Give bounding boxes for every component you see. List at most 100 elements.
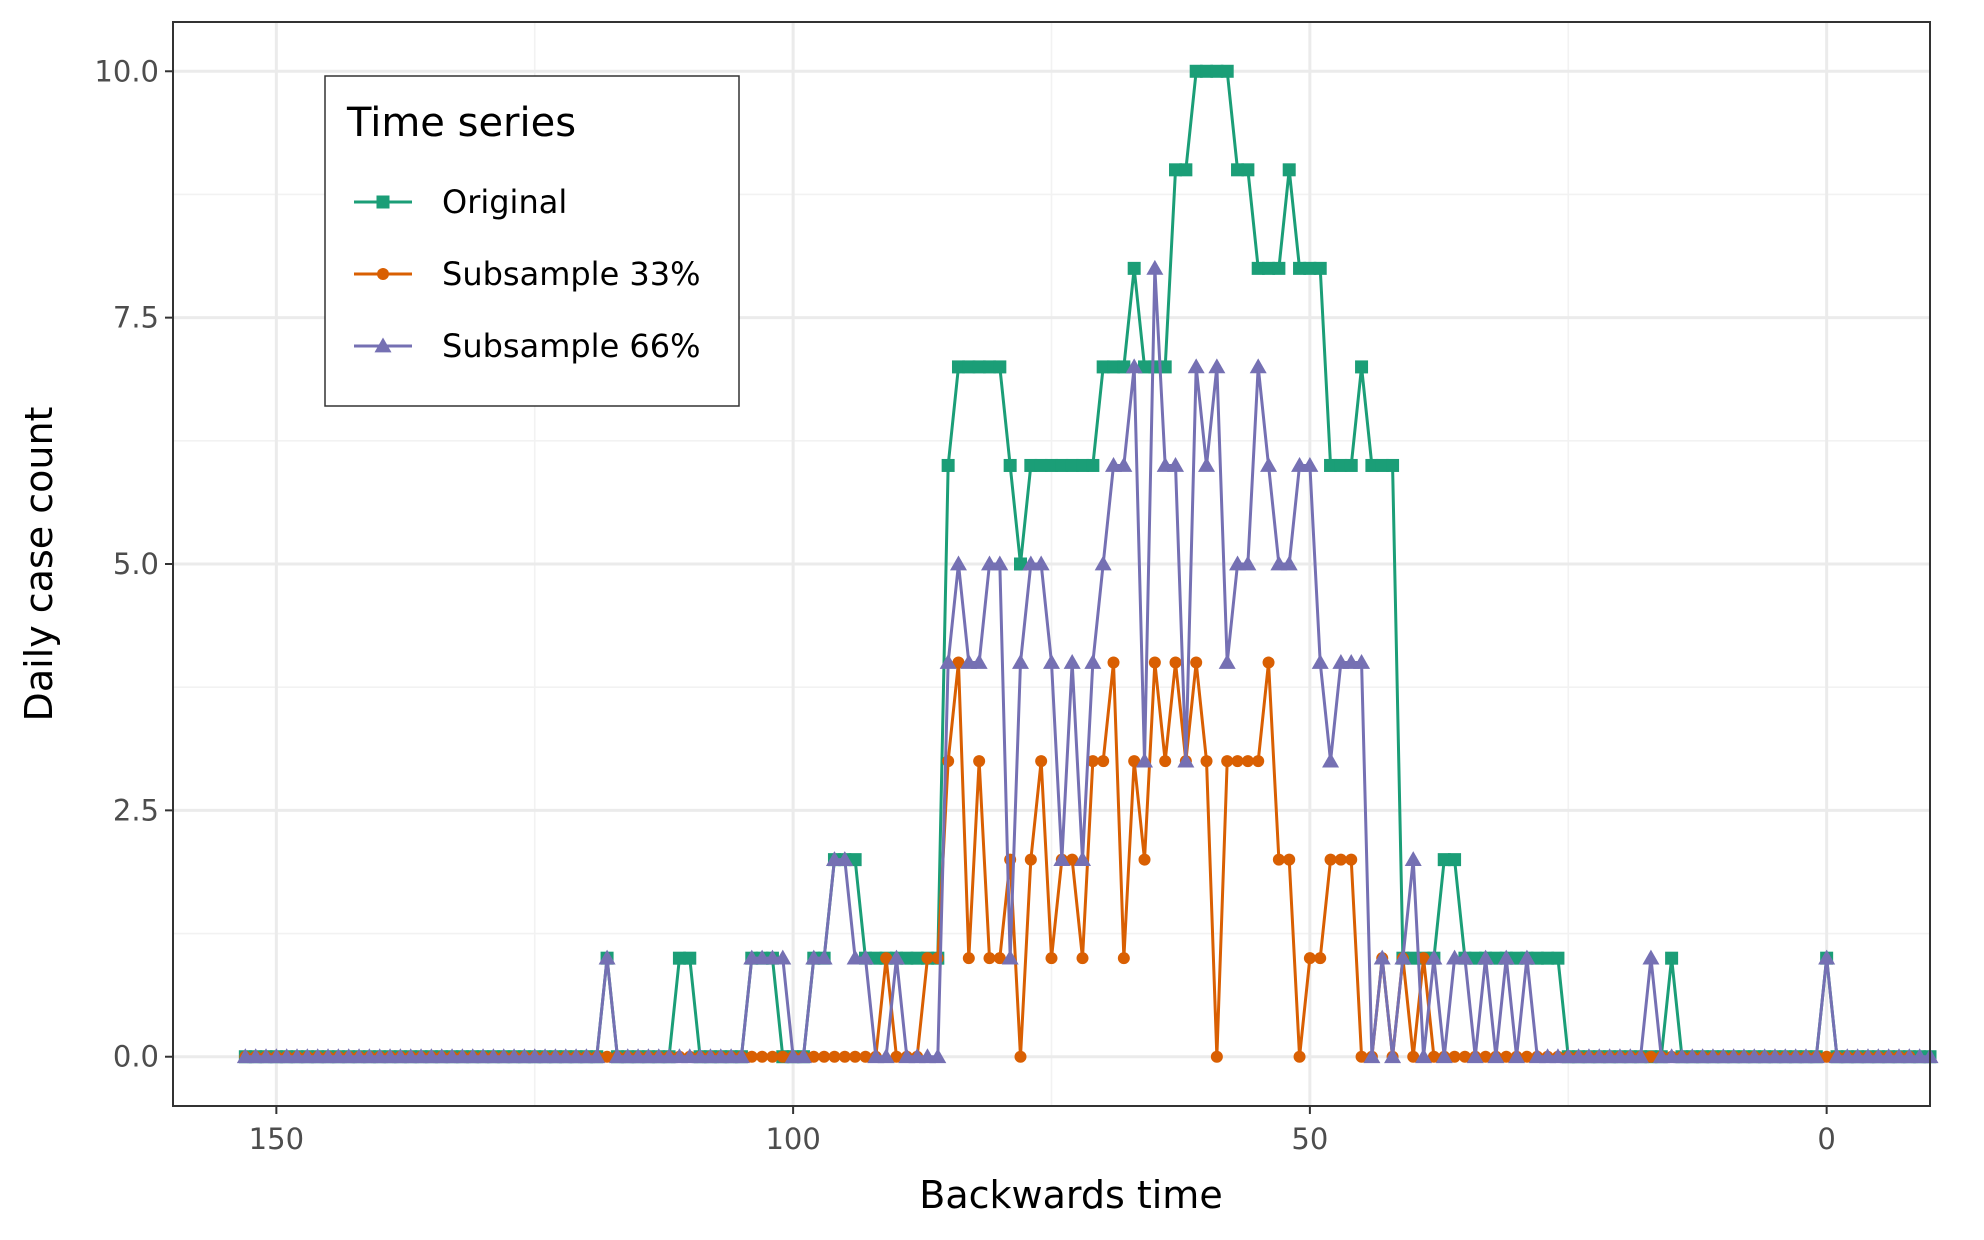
data-point [970,654,988,669]
data-point [1500,1050,1513,1063]
data-point [1334,458,1348,472]
data-point [1344,458,1358,472]
data-point [1394,949,1412,965]
data-point [1375,458,1389,472]
data-point [939,654,957,669]
y-tick-label: 5.0 [113,547,159,581]
data-point [807,1050,820,1063]
data-point [1136,752,1154,768]
data-point [890,1050,903,1063]
data-point [1086,755,1099,768]
data-point [1334,853,1347,866]
data-point [1138,360,1152,374]
data-point [1128,755,1141,768]
data-point [1210,1050,1223,1063]
data-point [1187,358,1205,374]
data-point [1632,1048,1650,1064]
data-point [1032,555,1050,571]
data-point [951,360,965,374]
x-tick-label: 50 [1291,1122,1328,1156]
data-point [1262,656,1275,669]
data-point [1313,261,1327,275]
y-tick-label: 10.0 [94,54,159,88]
data-point [993,360,1007,374]
data-point [1520,1050,1533,1063]
data-point [1148,656,1161,669]
data-point [962,360,976,374]
legend-key-marker [377,268,389,280]
data-point [1283,853,1296,866]
data-point [931,952,944,965]
data-point [1024,458,1038,472]
x-tick-label: 100 [765,1122,820,1156]
data-point [1404,851,1422,867]
data-point [1249,358,1267,374]
legend: Time series Original Subsample 33% Subsamp… [324,75,740,407]
data-point [1011,654,1029,669]
data-point [1045,952,1058,965]
x-tick-label: 150 [249,1122,304,1156]
data-point [1435,1048,1453,1064]
data-point [1167,456,1185,472]
data-point [949,555,967,571]
data-point [1355,1050,1368,1063]
y-axis-title: Daily case count [17,407,61,722]
data-point [776,1050,789,1063]
y-tick-label: 2.5 [113,793,159,827]
data-point [900,951,914,965]
data-point [1301,456,1319,472]
data-point [1107,656,1120,669]
data-point [1231,163,1245,177]
series-layer [236,64,1939,1064]
data-point [732,1048,750,1064]
data-point [1117,952,1130,965]
data-point [1282,163,1296,177]
data-point [836,851,854,867]
data-point [1208,358,1226,374]
data-point [1158,360,1172,374]
legend-item-subsample-33: Subsample 33% [354,255,701,293]
y-tick-label: 7.5 [113,301,159,335]
data-point [1642,949,1660,965]
data-point [794,1048,812,1064]
x-tick-label: 0 [1817,1122,1835,1156]
data-point [1076,952,1089,965]
data-point [1239,555,1257,571]
legend-items: Original Subsample 33% Subsample 66% [354,183,701,365]
data-point [1468,951,1482,965]
data-point [1252,755,1265,768]
data-point [1065,458,1079,472]
data-point [815,949,833,965]
data-point [1138,853,1151,866]
legend-label: Subsample 66% [442,327,701,365]
data-point [1303,952,1316,965]
data-point [962,952,975,965]
data-point [991,555,1009,571]
data-point [1220,64,1234,78]
data-point [942,755,955,768]
data-point [1518,949,1536,965]
data-point [1458,1050,1471,1063]
data-point [982,360,996,374]
data-point [601,1050,614,1063]
data-point [1497,949,1515,965]
data-point [1293,261,1307,275]
data-point [1324,458,1338,472]
data-point [1345,853,1358,866]
data-point [1034,458,1048,472]
data-point [1055,458,1069,472]
data-point [1477,949,1495,965]
data-point [1386,458,1400,472]
data-point [972,360,986,374]
data-point [1425,949,1443,965]
data-point [1086,458,1100,472]
data-point [1489,951,1503,965]
data-point [1272,261,1286,275]
data-point [828,1050,841,1063]
legend-item-subsample-66: Subsample 66% [354,327,701,365]
data-point [1200,64,1214,78]
data-point [1311,654,1329,669]
data-point [1096,360,1110,374]
data-point [1456,949,1474,965]
